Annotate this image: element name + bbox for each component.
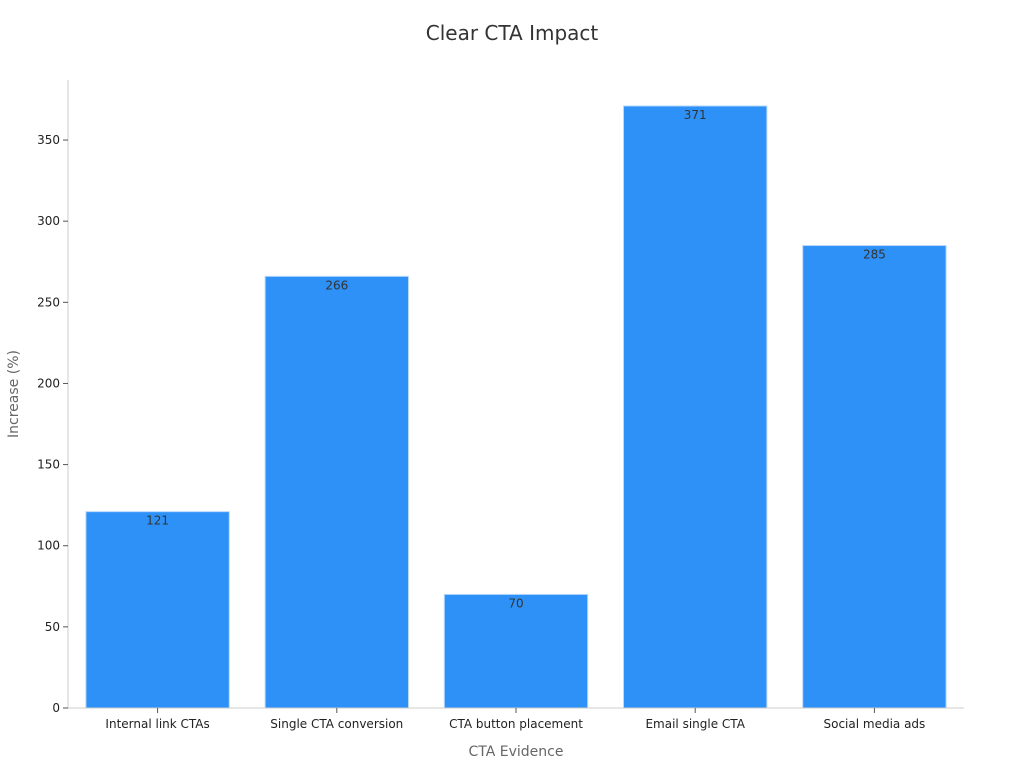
- bar: [85, 511, 230, 709]
- y-axis-ticks: 0 50 100 150 200 250 300 350: [37, 133, 68, 715]
- y-tick-label: 200: [37, 376, 60, 390]
- bar: [264, 275, 409, 709]
- x-tick-label: CTA button placement: [449, 717, 583, 731]
- y-tick-label: 350: [37, 133, 60, 147]
- x-tick-label: Internal link CTAs: [105, 717, 209, 731]
- data-label: 70: [508, 596, 523, 610]
- data-label: 371: [684, 108, 707, 122]
- y-tick-label: 300: [37, 214, 60, 228]
- data-label: 285: [863, 248, 886, 262]
- bar: [443, 593, 589, 709]
- x-axis-label: CTA Evidence: [469, 744, 564, 760]
- x-tick-label: Email single CTA: [645, 717, 745, 731]
- x-axis-ticks: Internal link CTAs Single CTA conversion C…: [105, 708, 925, 731]
- bar: [623, 105, 768, 709]
- chart-title: Clear CTA Impact: [426, 21, 599, 45]
- y-tick-label: 150: [37, 458, 60, 472]
- y-tick-label: 50: [45, 620, 60, 634]
- y-tick-label: 0: [52, 701, 60, 715]
- x-tick-label: Social media ads: [823, 717, 925, 731]
- plot-area: 121 266 70 371 285 0 50 100 150 200 250 300 350 Int…: [37, 80, 964, 731]
- data-label: 266: [325, 278, 348, 292]
- bar: [802, 245, 947, 709]
- bars-group: [85, 105, 947, 709]
- data-labels-group: 121 266 70 371 285: [146, 108, 886, 610]
- y-axis-label: Increase (%): [6, 350, 22, 438]
- y-tick-label: 100: [37, 539, 60, 553]
- y-tick-label: 250: [37, 295, 60, 309]
- data-label: 121: [146, 514, 169, 528]
- x-tick-label: Single CTA conversion: [270, 717, 403, 731]
